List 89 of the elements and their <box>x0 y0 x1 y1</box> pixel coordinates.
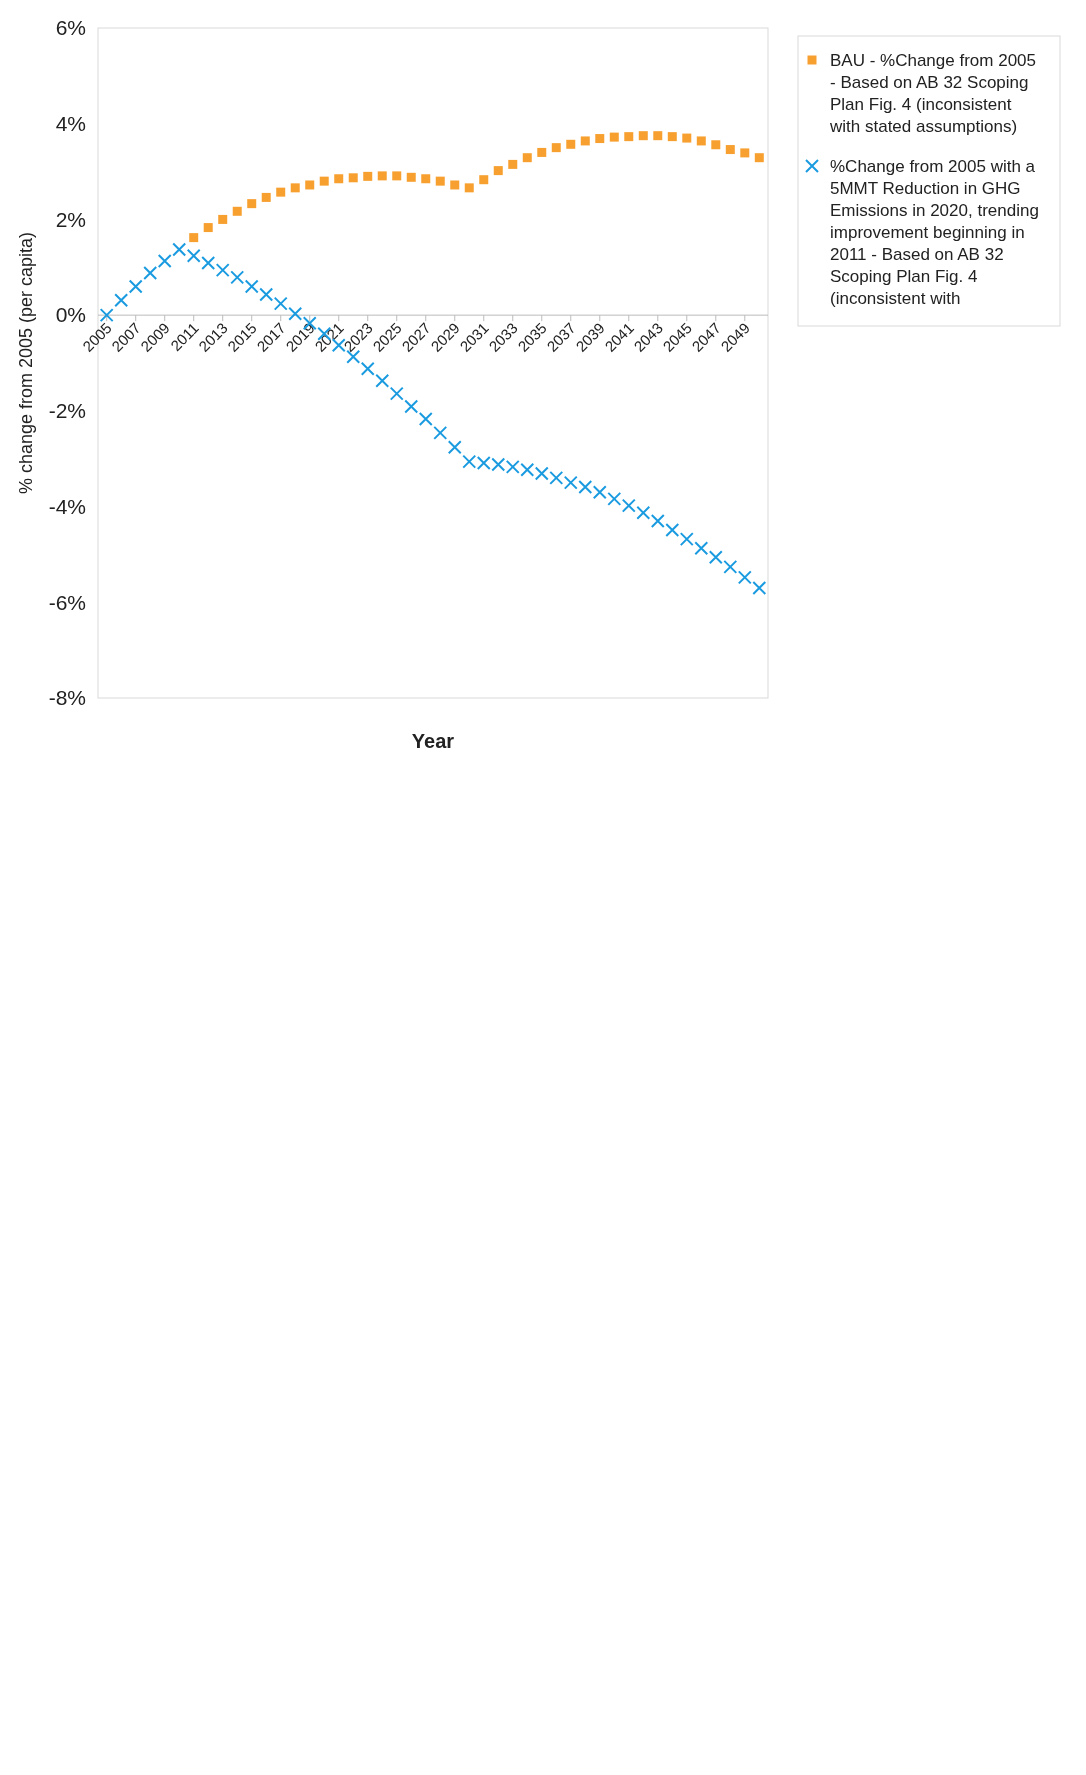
point <box>711 140 721 150</box>
x-axis-title: Year <box>411 730 455 752</box>
point <box>578 479 593 494</box>
point <box>172 242 187 257</box>
point <box>607 491 622 506</box>
point <box>447 440 462 455</box>
point <box>653 131 663 141</box>
point <box>319 176 329 186</box>
point <box>128 279 143 294</box>
point <box>244 279 259 294</box>
point <box>708 550 723 565</box>
point <box>389 386 404 401</box>
point <box>377 171 387 181</box>
point <box>580 136 590 146</box>
point <box>638 131 648 141</box>
point <box>114 293 129 308</box>
point <box>406 172 416 182</box>
point <box>624 132 634 142</box>
point <box>563 475 578 490</box>
point <box>522 153 532 163</box>
point <box>259 287 274 302</box>
point <box>218 214 228 224</box>
point <box>450 180 460 190</box>
point <box>537 147 547 157</box>
point <box>621 498 636 513</box>
point <box>725 145 735 155</box>
point <box>421 174 431 184</box>
point <box>752 580 767 595</box>
point <box>334 174 344 184</box>
point <box>740 148 750 158</box>
y-tick-label: -4% <box>48 494 86 518</box>
point <box>665 523 680 538</box>
point <box>592 485 607 500</box>
point <box>435 176 445 186</box>
y-tick-label: -2% <box>48 399 86 423</box>
y-axis-title: % change from 2005 (per capita) <box>16 231 36 495</box>
point <box>186 248 201 263</box>
point <box>203 223 213 233</box>
point <box>247 199 257 209</box>
point <box>348 173 358 183</box>
y-tick-label: 6% <box>55 16 86 40</box>
point <box>392 171 402 181</box>
point <box>551 143 561 153</box>
point <box>696 136 706 146</box>
point <box>404 399 419 414</box>
point <box>595 134 605 144</box>
legend-label: BAU - %Change from 2005 - Based on AB 32 Scoping Plan Fig. 4 (inconsistent with stated assumptions) <box>829 51 1036 136</box>
point <box>493 166 503 176</box>
point <box>418 411 433 426</box>
point <box>549 470 564 485</box>
point <box>534 466 549 481</box>
point <box>375 373 390 388</box>
point <box>650 513 665 528</box>
y-tick-label: -8% <box>48 686 86 710</box>
point <box>609 132 619 142</box>
point <box>201 255 216 270</box>
point <box>636 505 651 520</box>
point <box>464 183 474 193</box>
point <box>189 233 199 243</box>
point <box>273 296 288 311</box>
point <box>566 139 576 149</box>
point <box>363 171 373 181</box>
point <box>230 270 245 285</box>
y-tick-label: -6% <box>48 590 86 614</box>
point <box>754 153 764 163</box>
point <box>667 132 677 142</box>
y-tick-label: 0% <box>55 303 86 327</box>
point <box>288 306 303 321</box>
point <box>360 361 375 376</box>
y-tick-label: 2% <box>55 207 86 231</box>
point <box>679 532 694 547</box>
point <box>305 180 315 190</box>
point <box>290 183 300 193</box>
y-tick-label: 4% <box>55 112 86 136</box>
point <box>479 175 489 185</box>
point <box>737 570 752 585</box>
point <box>276 187 286 197</box>
legend-label: %Change from 2005 with a 5MMT Reduction in GHG Emissions in 2020, trending improvement beginning in 2011 - Based on AB 32 Scoping Plan Fig. 4 (inconsistent with <box>830 157 1039 308</box>
point <box>215 263 230 278</box>
point <box>433 425 448 440</box>
point <box>143 266 158 281</box>
point <box>682 133 692 143</box>
point <box>232 206 242 216</box>
point <box>99 308 114 323</box>
point <box>508 159 518 169</box>
point <box>694 541 709 556</box>
point <box>261 192 271 202</box>
point <box>157 254 172 269</box>
point <box>723 559 738 574</box>
